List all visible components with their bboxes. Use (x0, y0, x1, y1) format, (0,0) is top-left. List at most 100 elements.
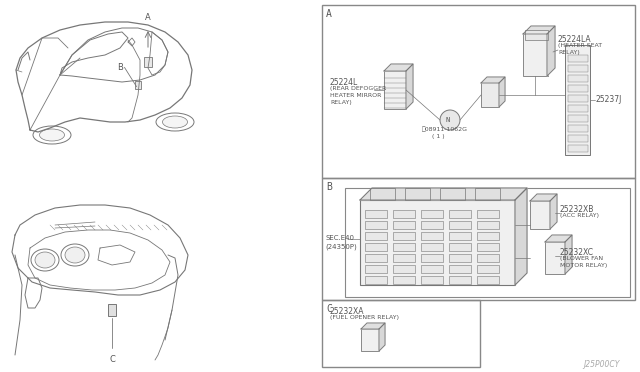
Text: RELAY): RELAY) (558, 50, 580, 55)
Bar (568, 95, 588, 102)
Bar (477, 232, 499, 240)
Bar (477, 221, 499, 229)
Text: HEATER MIRROR: HEATER MIRROR (330, 93, 381, 98)
Bar (360, 200, 515, 285)
Bar (440, 188, 465, 200)
Bar (365, 221, 387, 229)
Ellipse shape (163, 116, 188, 128)
Bar (449, 265, 471, 273)
Bar (565, 45, 590, 155)
Polygon shape (515, 188, 527, 285)
Ellipse shape (40, 129, 65, 141)
Polygon shape (545, 235, 572, 242)
Bar (393, 221, 415, 229)
Text: (BLOWER FAN: (BLOWER FAN (560, 256, 603, 261)
Bar (421, 210, 443, 218)
Text: (ACC RELAY): (ACC RELAY) (560, 213, 599, 218)
Bar (449, 243, 471, 251)
Text: C: C (326, 304, 332, 314)
Text: J25P00CY: J25P00CY (584, 360, 620, 369)
Polygon shape (361, 323, 385, 329)
Bar (449, 254, 471, 262)
Text: MOTOR RELAY): MOTOR RELAY) (560, 263, 607, 268)
Bar (384, 71, 406, 109)
Polygon shape (379, 323, 385, 351)
Bar (322, 5, 635, 178)
Bar (345, 188, 630, 297)
Bar (421, 265, 443, 273)
Bar (525, 30, 548, 40)
Bar (393, 254, 415, 262)
Text: (HEATER SEAT: (HEATER SEAT (558, 43, 602, 48)
Text: A: A (145, 13, 151, 22)
Text: (24350P): (24350P) (325, 243, 356, 250)
Bar (475, 188, 500, 200)
Text: 25237J: 25237J (595, 95, 621, 104)
Bar (365, 265, 387, 273)
Bar (568, 125, 588, 132)
Bar (568, 115, 588, 122)
Text: RELAY): RELAY) (330, 100, 352, 105)
Bar (477, 265, 499, 273)
Bar (449, 276, 471, 284)
Text: 25232XA: 25232XA (330, 307, 365, 316)
Bar (481, 82, 499, 107)
Polygon shape (406, 64, 413, 109)
Bar (365, 232, 387, 240)
Polygon shape (547, 26, 555, 76)
Bar (365, 243, 387, 251)
Bar (108, 304, 116, 316)
Bar (477, 243, 499, 251)
Text: ⓝ08911-1062G: ⓝ08911-1062G (422, 126, 468, 132)
Polygon shape (499, 77, 505, 107)
Polygon shape (384, 64, 413, 71)
Bar (393, 232, 415, 240)
Polygon shape (530, 194, 557, 201)
Bar (568, 145, 588, 152)
Text: B: B (326, 182, 332, 192)
Bar (568, 75, 588, 82)
Text: C: C (109, 355, 115, 364)
Bar (568, 65, 588, 72)
Polygon shape (550, 194, 557, 229)
Bar (449, 210, 471, 218)
Bar (530, 201, 550, 229)
Ellipse shape (35, 252, 55, 268)
Text: 25232XB: 25232XB (560, 205, 595, 214)
Bar (421, 243, 443, 251)
Bar (393, 210, 415, 218)
Bar (568, 85, 588, 92)
Circle shape (440, 110, 460, 130)
Polygon shape (565, 235, 572, 274)
Text: A: A (326, 9, 332, 19)
Polygon shape (360, 188, 527, 200)
Text: SEC.E40: SEC.E40 (325, 235, 354, 241)
Bar (421, 254, 443, 262)
Text: (FUEL OPENER RELAY): (FUEL OPENER RELAY) (330, 315, 399, 320)
Bar (523, 34, 548, 76)
Bar (568, 55, 588, 62)
Bar (144, 57, 152, 67)
Text: B: B (117, 63, 123, 72)
Bar (370, 188, 395, 200)
Bar (322, 300, 480, 367)
Bar (421, 232, 443, 240)
Bar (449, 232, 471, 240)
Text: (REAR DEFOGGER: (REAR DEFOGGER (330, 86, 387, 91)
Bar (477, 276, 499, 284)
Text: N: N (446, 117, 451, 123)
Bar (322, 178, 635, 300)
Bar (393, 276, 415, 284)
Bar (449, 221, 471, 229)
Bar (568, 135, 588, 142)
Text: 25224L: 25224L (330, 78, 358, 87)
Bar (365, 276, 387, 284)
Polygon shape (481, 77, 505, 83)
Bar (477, 210, 499, 218)
Bar (361, 329, 379, 351)
Text: 25224LA: 25224LA (558, 35, 591, 44)
Bar (421, 221, 443, 229)
Text: ( 1 ): ( 1 ) (432, 134, 445, 139)
Bar (365, 254, 387, 262)
Polygon shape (523, 26, 555, 34)
